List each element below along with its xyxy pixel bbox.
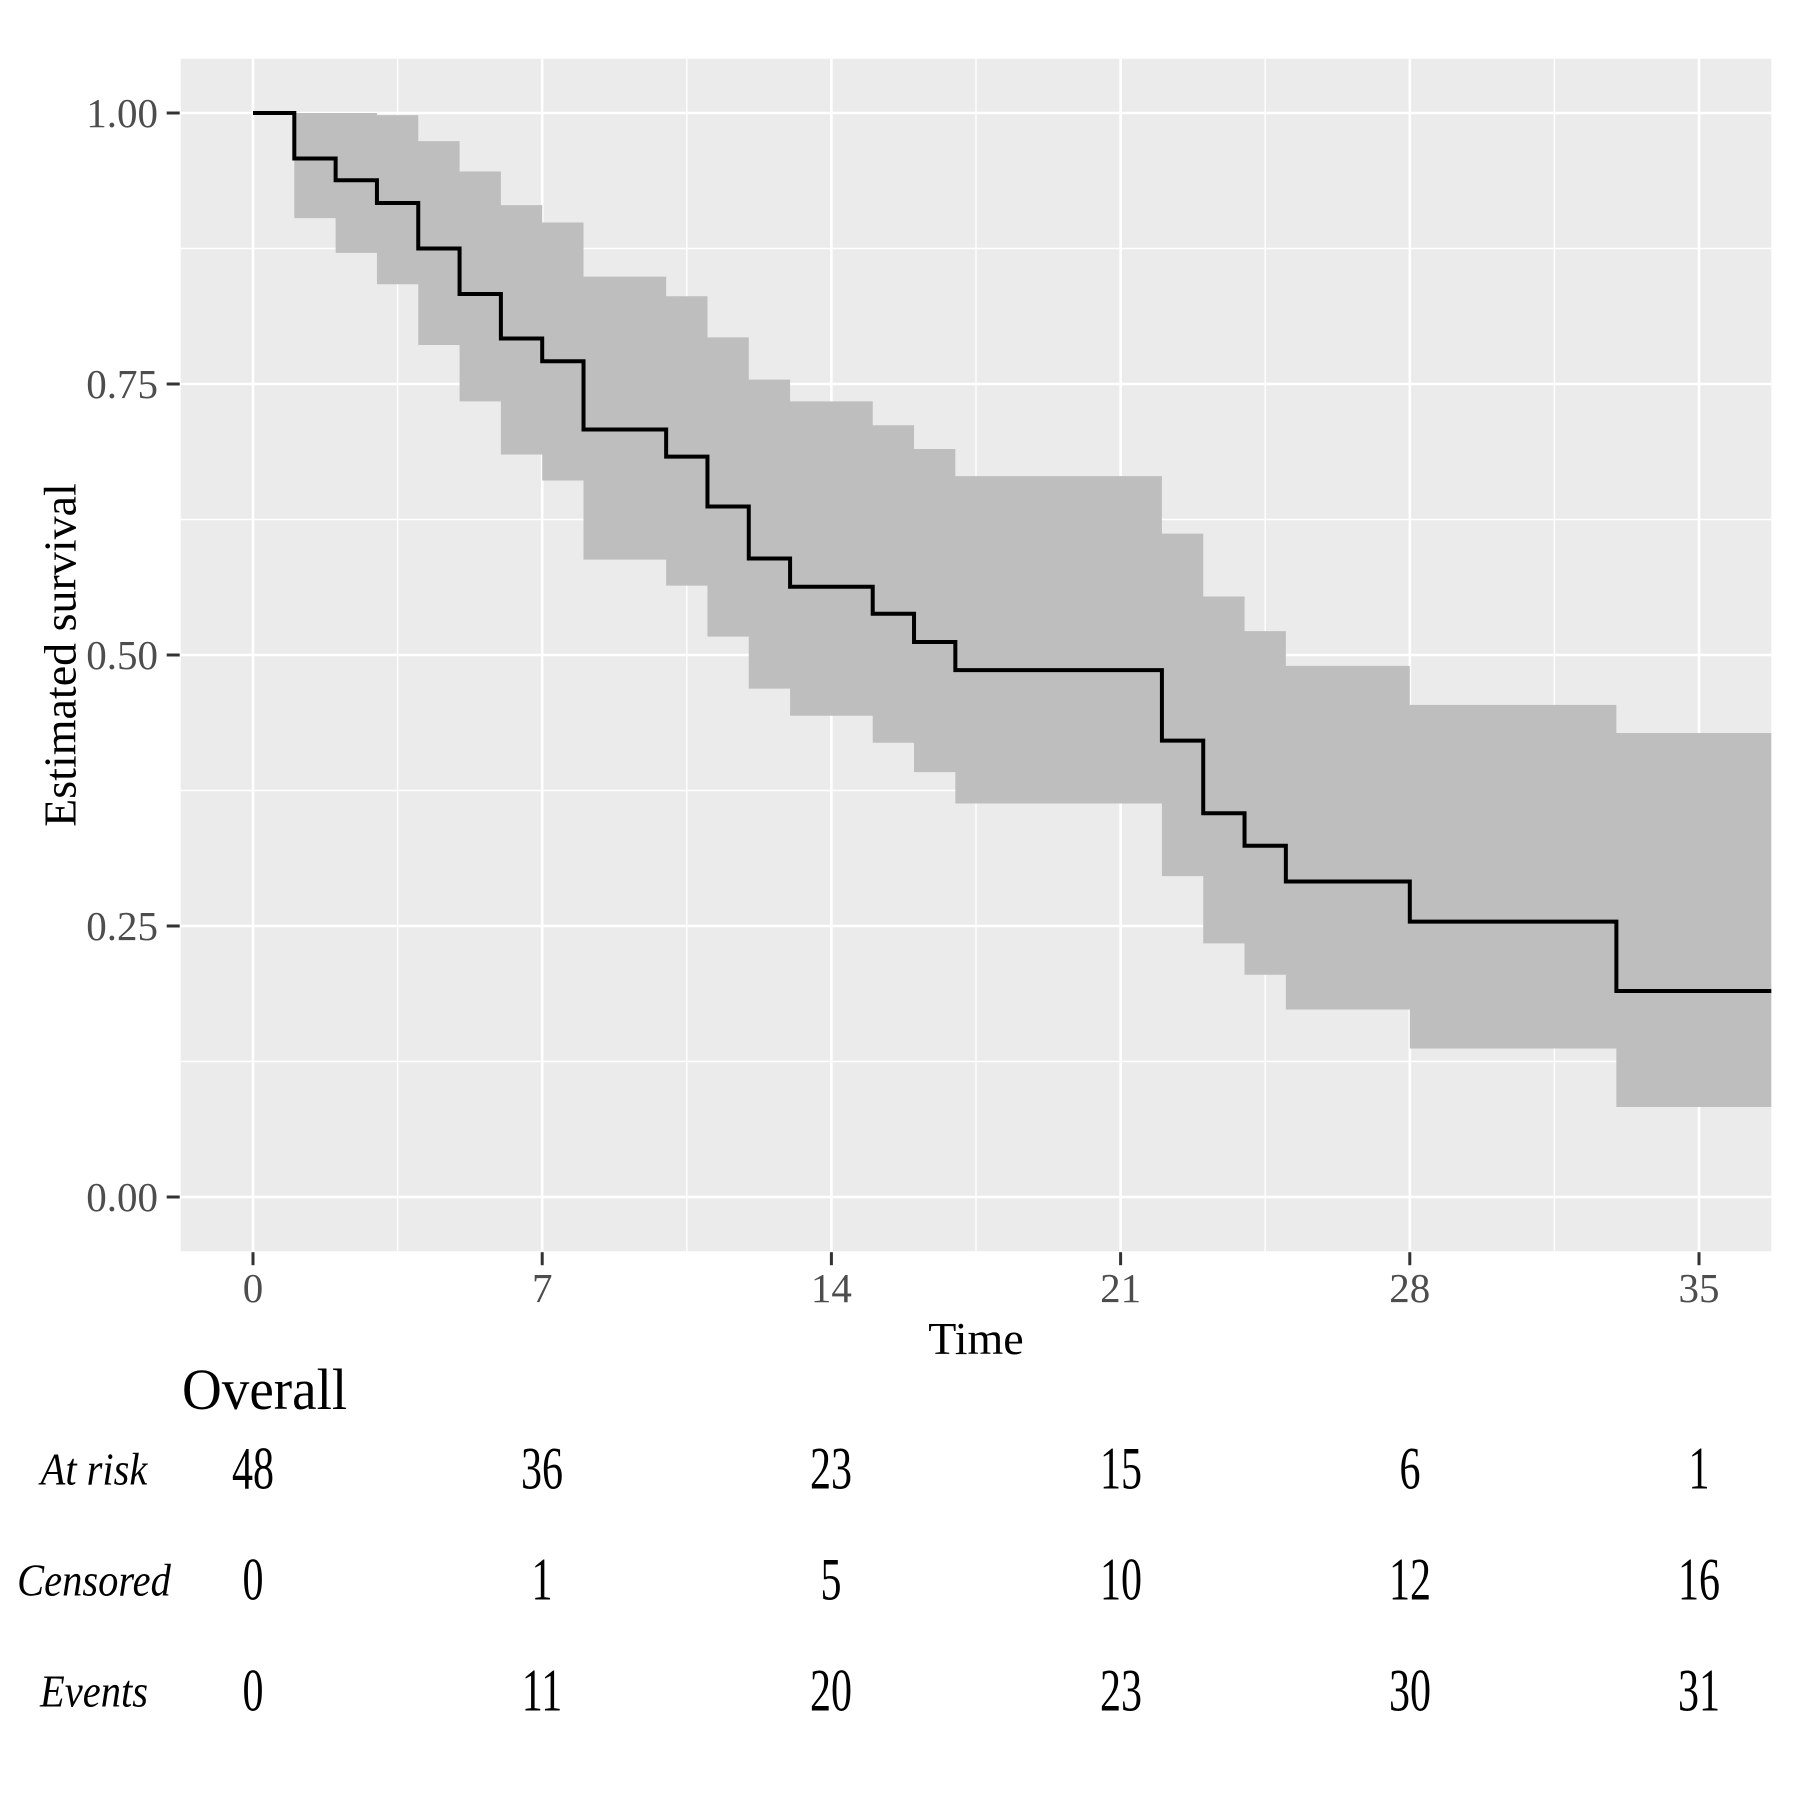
risk-table-row-label-censored: Censored <box>17 1554 171 1606</box>
risk-value-events-t14: 20 <box>810 1657 853 1724</box>
y-tick-label: 0.50 <box>86 632 158 678</box>
x-tick-label: 21 <box>1100 1265 1142 1311</box>
risk-value-censored-t28: 12 <box>1388 1546 1431 1613</box>
risk-value-at-risk-t14: 23 <box>810 1435 853 1502</box>
y-tick-label: 1.00 <box>86 90 158 136</box>
risk-table-row-label-events: Events <box>40 1665 148 1717</box>
y-tick-label: 0.75 <box>86 361 158 407</box>
axis-ticks <box>166 111 1701 1266</box>
risk-value-at-risk-t7: 36 <box>521 1435 564 1502</box>
y-tick-label: 0.25 <box>86 903 158 949</box>
risk-value-events-t28: 30 <box>1388 1657 1431 1724</box>
risk-value-censored-t7: 1 <box>531 1546 553 1613</box>
risk-value-events-t7: 11 <box>521 1657 563 1724</box>
risk-value-censored-t35: 16 <box>1678 1546 1720 1613</box>
risk-value-censored-t0: 0 <box>242 1546 264 1613</box>
x-tick-label: 14 <box>810 1265 852 1311</box>
x-tick-label: 0 <box>242 1265 264 1311</box>
x-tick-label: 7 <box>531 1265 553 1311</box>
risk-value-at-risk-t35: 1 <box>1688 1435 1710 1502</box>
x-tick-label: 28 <box>1389 1265 1431 1311</box>
risk-value-at-risk-t21: 15 <box>1099 1435 1142 1502</box>
risk-value-censored-t21: 10 <box>1099 1546 1142 1613</box>
x-axis-title: Time <box>928 1313 1024 1364</box>
risk-value-censored-t14: 5 <box>820 1546 842 1613</box>
risk-table-title: Overall <box>182 1357 348 1422</box>
risk-value-events-t21: 23 <box>1099 1657 1142 1724</box>
risk-table-row-label-at-risk: At risk <box>40 1443 148 1495</box>
risk-value-events-t0: 0 <box>242 1657 264 1724</box>
survival-curve <box>253 111 1772 994</box>
confidence-band-layer <box>294 113 1772 1108</box>
risk-value-at-risk-t28: 6 <box>1399 1435 1421 1502</box>
y-tick-label: 0.00 <box>86 1174 158 1220</box>
risk-value-at-risk-t0: 48 <box>232 1435 274 1502</box>
survival-curve-layer <box>253 111 1772 994</box>
x-tick-label: 35 <box>1678 1265 1720 1311</box>
risk-value-events-t35: 31 <box>1678 1657 1720 1724</box>
confidence-band <box>294 113 1772 1108</box>
